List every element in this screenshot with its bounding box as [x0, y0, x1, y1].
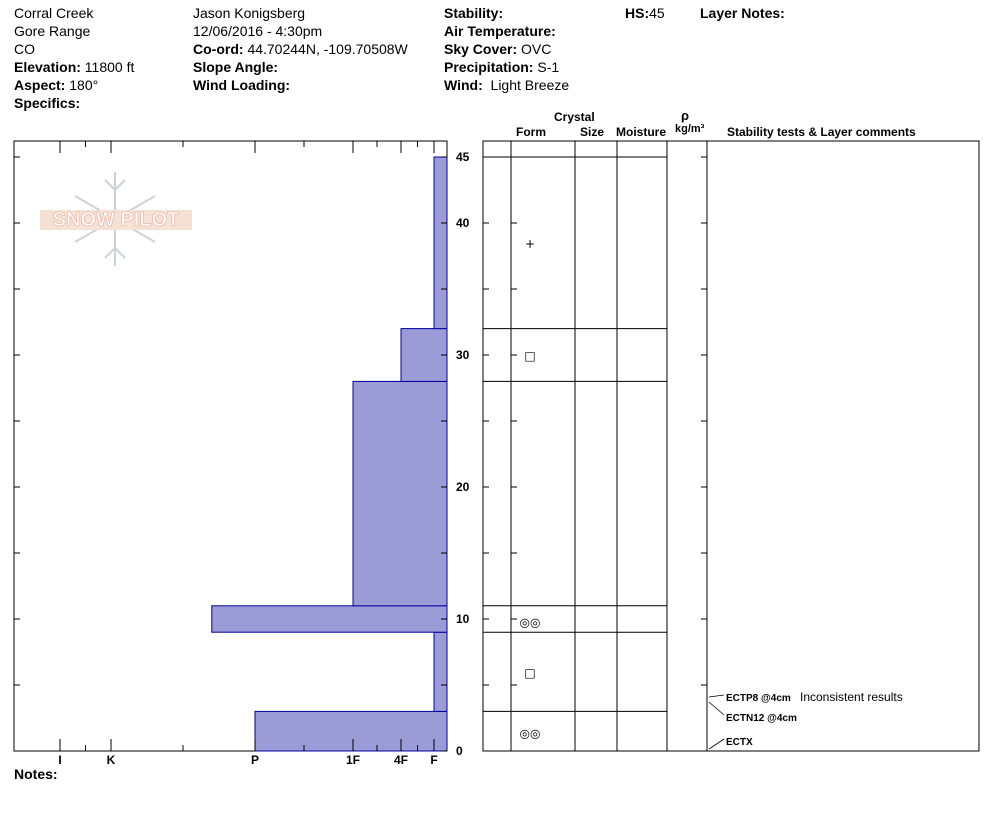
header-col-1: Corral Creek Gore Range CO Elevation: 11…: [14, 4, 134, 112]
hardness-bar-5: [433, 156, 448, 330]
stability-arrow-2: [708, 738, 725, 750]
layer-boundaries: [483, 156, 667, 712]
stability-arrow-0: [708, 694, 725, 698]
depth-label-30: 30: [456, 348, 470, 362]
sky-label: Sky Cover:: [444, 41, 518, 57]
observer-text: Jason Konigsberg: [193, 5, 306, 21]
logo-text: SNOW PILOT: [53, 209, 180, 231]
specifics-label: Specifics:: [14, 95, 81, 111]
stability-comment-0: Inconsistent results: [800, 690, 903, 704]
snowpilot-logo: SNOW PILOT: [40, 172, 192, 266]
grain-form-fc-4: □: [524, 349, 535, 363]
depth-label-20: 20: [456, 480, 470, 494]
aspect-value: 180°: [69, 77, 99, 93]
depth-label-10: 10: [456, 612, 470, 626]
air-temp-label: Air Temperature:: [444, 23, 556, 39]
elevation-label: Elevation:: [14, 59, 81, 75]
notes-label: Notes:: [14, 766, 58, 782]
grain-form-mf-0: ◎◎: [520, 727, 541, 741]
precip-row: Precipitation: S-1: [444, 58, 569, 76]
stability-test-label-0: ECTP8 @4cm: [726, 693, 791, 704]
stability-arrow-1: [708, 701, 725, 716]
depth-label-40: 40: [456, 216, 470, 230]
layer-notes-label: Layer Notes:: [700, 5, 785, 21]
depth-label-45: 45: [456, 150, 470, 164]
wind-row: Wind: Light Breeze: [444, 76, 569, 94]
state-text: CO: [14, 41, 35, 57]
moisture-header: Moisture: [616, 125, 667, 139]
depth-label-0: 0: [456, 744, 463, 758]
logo-band: [40, 210, 192, 230]
stability-test-label-1: ECTN12 @4cm: [726, 713, 797, 724]
elevation-row: Elevation: 11800 ft: [14, 58, 134, 76]
form-header: Form: [516, 125, 546, 139]
header-col-3: Stability: Air Temperature: Sky Cover: O…: [444, 4, 569, 94]
hardness-bar-2: [211, 605, 448, 633]
hardness-label-1F: 1F: [346, 753, 360, 767]
hardness-bar-0: [254, 710, 448, 752]
datetime-text: 12/06/2016 - 4:30pm: [193, 23, 323, 39]
wind-loading-label: Wind Loading:: [193, 77, 291, 93]
header-col-2: Jason Konigsberg 12/06/2016 - 4:30pm Co-…: [193, 4, 408, 94]
size-header: Size: [580, 125, 605, 139]
grain-form-pp-5: +: [525, 237, 535, 251]
slope-angle-label: Slope Angle:: [193, 59, 279, 75]
hs-value: 45: [649, 5, 665, 21]
hs-label: HS:: [625, 5, 650, 21]
hardness-bars: [211, 156, 448, 752]
density-symbol: ρ: [681, 108, 690, 123]
layer-table-frame: [482, 140, 980, 752]
grain-forms: ◎◎ □ ◎◎ □ +: [520, 237, 541, 741]
precip-value: S-1: [537, 59, 560, 75]
hardness-bar-1: [433, 631, 448, 712]
depth-axis: 0 10 20 30 40 45: [14, 150, 470, 758]
aspect-row: Aspect: 180°: [14, 76, 134, 94]
crystal-header: Crystal: [554, 110, 595, 124]
hardness-label-F: F: [430, 753, 437, 767]
stability-test-label-2: ECTX: [726, 737, 753, 748]
range-text: Gore Range: [14, 23, 91, 39]
precip-label: Precipitation:: [444, 59, 534, 75]
hardness-label-P: P: [251, 753, 259, 767]
hardness-ticks: I K P 1F 4F F: [58, 141, 438, 767]
density-unit: kg/m³: [675, 123, 705, 135]
stability-label: Stability:: [444, 5, 504, 21]
location-text: Corral Creek: [14, 5, 94, 21]
hardness-label-K: K: [107, 753, 116, 767]
sky-row: Sky Cover: OVC: [444, 40, 569, 58]
stability-header: Stability tests & Layer comments: [727, 125, 916, 139]
wind-label: Wind:: [444, 77, 483, 93]
hardness-bar-3: [352, 380, 448, 607]
hardness-bar-4: [400, 328, 448, 382]
elevation-value: 11800 ft: [84, 59, 135, 75]
aspect-label: Aspect:: [14, 77, 66, 93]
table-ticks: [483, 156, 707, 752]
wind-value: Light Breeze: [490, 77, 570, 93]
grain-form-fc-1: □: [524, 666, 535, 680]
sky-value: OVC: [521, 41, 552, 57]
coord-row: Co-ord: 44.70244N, -109.70508W: [193, 40, 408, 58]
grain-form-mf-2: ◎◎: [520, 616, 541, 630]
hardness-label-I: I: [58, 753, 61, 767]
hardness-label-4F: 4F: [394, 753, 408, 767]
coord-value: 44.70244N, -109.70508W: [247, 41, 408, 57]
hs-row: HS:45: [625, 4, 665, 22]
coord-label: Co-ord:: [193, 41, 244, 57]
